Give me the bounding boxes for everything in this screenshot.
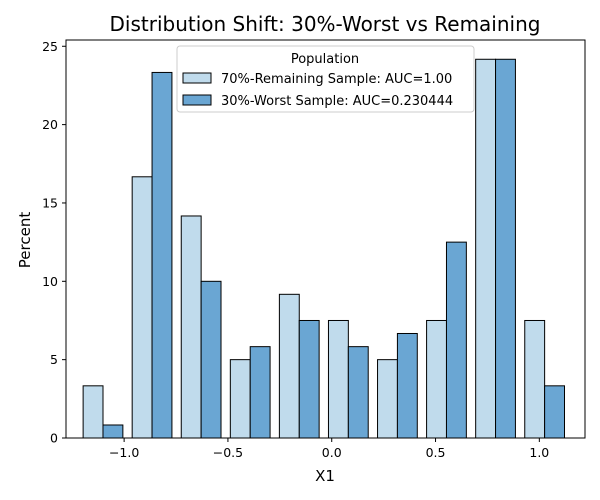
legend-title: Population [291, 52, 359, 67]
bar-remaining-2 [180, 215, 202, 439]
x-tick-label-0: −1.0 [109, 445, 139, 460]
bar-remaining-4 [278, 293, 300, 439]
bar-remaining-3 [229, 359, 251, 439]
bar-worst-2 [200, 280, 222, 439]
bar-worst-0 [102, 424, 124, 439]
x-tick-label-1: −0.5 [213, 445, 243, 460]
legend-label-1: 30%-Worst Sample: AUC=0.230444 [221, 94, 453, 109]
legend-swatch-1 [182, 94, 212, 106]
bar-remaining-0 [82, 385, 104, 439]
bar-remaining-1 [131, 176, 153, 439]
bar-remaining-8 [475, 58, 497, 439]
bar-worst-1 [151, 71, 173, 439]
bar-worst-6 [396, 332, 418, 439]
legend-label-0: 70%-Remaining Sample: AUC=1.00 [221, 72, 452, 87]
legend: Population 70%-Remaining Sample: AUC=1.00… [176, 45, 475, 113]
bar-remaining-6 [377, 359, 398, 439]
chart-title: Distribution Shift: 30%-Worst vs Remaini… [110, 12, 541, 36]
bar-worst-7 [445, 241, 467, 439]
y-axis-label: Percent [16, 212, 34, 269]
y-tick-label-4: 20 [42, 117, 58, 132]
y-tick-label-2: 10 [42, 274, 58, 289]
x-axis-label: X1 [315, 467, 335, 485]
bar-worst-8 [495, 58, 516, 439]
y-tick-label-0: 0 [50, 431, 58, 446]
x-tick-label-2: 0.0 [322, 445, 342, 460]
legend-box [176, 45, 475, 113]
x-tick-label-3: 0.5 [426, 445, 446, 460]
x-tick-label-4: 1.0 [529, 445, 549, 460]
bar-worst-5 [347, 346, 369, 439]
bar-worst-4 [298, 319, 320, 439]
y-tick-label-5: 25 [42, 39, 58, 54]
bar-remaining-5 [327, 319, 349, 439]
plot-frame [65, 39, 586, 439]
y-tick-label-1: 5 [50, 352, 58, 367]
legend-swatch-0 [182, 72, 212, 84]
bar-remaining-9 [524, 319, 546, 439]
bar-worst-3 [249, 346, 271, 439]
bar-worst-9 [544, 385, 565, 439]
bar-remaining-7 [426, 319, 447, 439]
plot-area: −1.0 −0.5 0.0 0.5 1.0 0 5 10 15 20 25 [42, 39, 586, 460]
y-tick-label-3: 15 [42, 195, 58, 210]
